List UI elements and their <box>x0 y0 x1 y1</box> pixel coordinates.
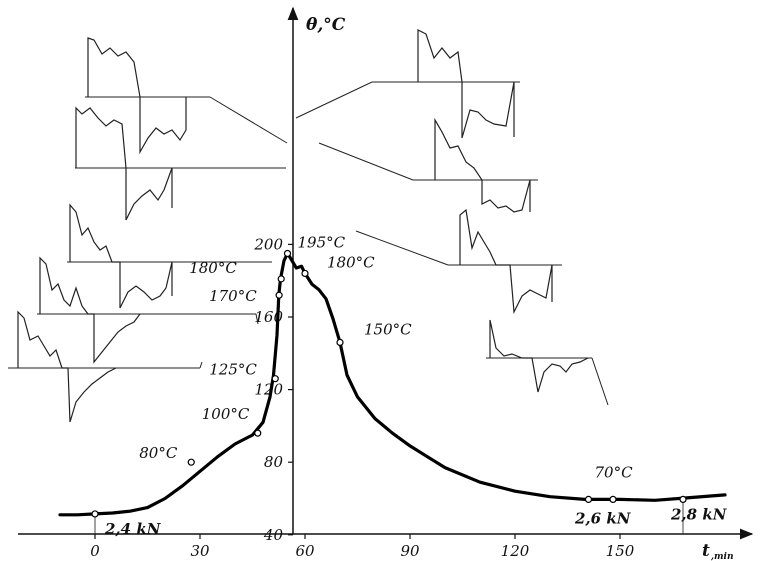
annotation-point <box>283 249 292 258</box>
x-tick-label: 0 <box>90 542 100 560</box>
inset-trace-100-left <box>37 256 256 364</box>
annotation-label: 2,4 kN <box>104 520 162 538</box>
inset-trace-80-left <box>8 310 200 423</box>
inset-trace-170-left <box>75 106 286 221</box>
annotation-label: 170°C <box>209 287 257 305</box>
x-tick-label: 150 <box>606 542 635 560</box>
annotation-point <box>187 458 195 466</box>
y-tick-label: 80 <box>264 453 284 471</box>
x-tick-label: 120 <box>501 542 530 560</box>
annotation-label: 180°C <box>327 253 375 271</box>
annotation-label: 80°C <box>139 444 178 462</box>
x-axis-title: t,min <box>702 541 734 561</box>
annotation-label: 195°C <box>298 233 346 251</box>
inset-oscillograms <box>8 29 592 423</box>
y-tick-label: 120 <box>254 381 283 399</box>
annotation-point <box>275 291 283 299</box>
annotation-point <box>679 495 687 504</box>
y-tick-label: 40 <box>263 526 284 544</box>
leader-lines <box>199 81 609 406</box>
inset-trace-150-right <box>448 208 562 315</box>
annotation-point <box>301 269 309 278</box>
inset-trace-195 <box>372 29 520 139</box>
inset-trace-125-left <box>67 203 272 309</box>
x-tick-label: 30 <box>190 542 210 560</box>
annotation-point <box>584 495 593 504</box>
inset-trace-180-right <box>413 117 538 213</box>
annotation-point <box>277 275 285 283</box>
annotation-label: 125°C <box>209 361 257 379</box>
annotation-label: 150°C <box>364 320 412 338</box>
x-tick-label: 60 <box>295 542 315 560</box>
y-tick-label: 200 <box>253 235 283 253</box>
annotation-label: 2,6 kN <box>574 509 632 527</box>
annotation-label: 180°C <box>189 259 237 277</box>
annotation-point <box>336 338 344 347</box>
y-axis-title: θ,°C <box>306 15 346 35</box>
annotation-point <box>254 429 262 437</box>
annotation-label: 2,8 kN <box>670 505 728 523</box>
x-tick-label: 90 <box>400 542 420 560</box>
annotations: 80°C 100°C 125°C 170°C 180°C 195°C 180°C 150°C 7… <box>91 233 728 538</box>
annotation-point <box>271 375 279 383</box>
annotation-label: 70°C <box>595 463 634 481</box>
temperature-curve <box>58 251 727 517</box>
annotation-point <box>91 510 99 518</box>
x-axis-title-sub: min <box>714 552 734 561</box>
inset-trace-180-left <box>85 37 210 155</box>
annotation-point <box>609 495 617 504</box>
inset-trace-70-right <box>486 319 592 393</box>
annotation-label: 100°C <box>202 405 250 423</box>
